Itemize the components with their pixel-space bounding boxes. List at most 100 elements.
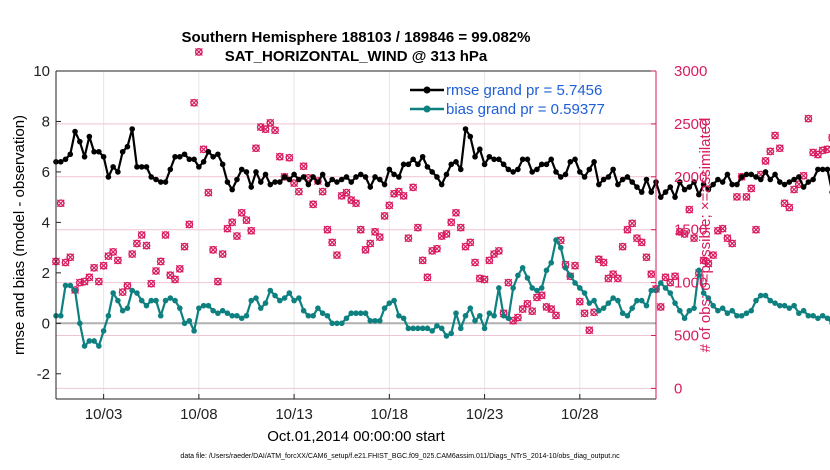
- rmse-series-point: [562, 171, 569, 178]
- bias-series-point: [396, 312, 402, 319]
- bias-series-point: [138, 297, 145, 304]
- obs-point: [161, 231, 170, 239]
- obs-point: [156, 257, 165, 266]
- rmse-series-point: [557, 174, 564, 180]
- y-right-tick-label: 1500: [674, 222, 707, 239]
- rmse-series-point: [610, 166, 616, 173]
- bias-series-point: [238, 315, 245, 322]
- bias-series-point: [762, 292, 769, 299]
- rmse-series-point: [596, 181, 602, 188]
- obs-point: [90, 263, 99, 272]
- rmse-series-point: [362, 174, 369, 180]
- rmse-series-point: [605, 174, 612, 180]
- bias-series-point: [700, 290, 707, 296]
- obs-point: [613, 274, 622, 283]
- bias-series-point: [424, 325, 431, 332]
- bias-series-point: [496, 285, 502, 291]
- obs-point: [418, 256, 427, 265]
- bias-series-point: [586, 300, 593, 306]
- bias-series-point: [219, 307, 226, 314]
- bias-series-point: [281, 295, 288, 301]
- obs-point: [190, 98, 199, 107]
- bias-series-point: [362, 310, 369, 317]
- rmse-series-point: [429, 169, 435, 175]
- bias-series-point: [205, 302, 212, 309]
- obs-point: [761, 157, 770, 165]
- obs-point: [747, 184, 756, 193]
- rmse-series-point: [772, 171, 778, 178]
- y-left-tick-label: 2: [42, 265, 50, 282]
- rmse-series-point: [534, 166, 540, 173]
- rmse-series-point: [129, 126, 135, 132]
- rmse-series-point: [705, 186, 712, 193]
- x-tick-label: 10/03: [85, 406, 123, 423]
- bias-series-point: [334, 320, 340, 327]
- obs-point: [523, 299, 532, 308]
- bias-series-point: [248, 297, 255, 304]
- obs-point: [285, 153, 294, 162]
- rmse-series-point: [138, 164, 145, 170]
- obs-point: [666, 278, 675, 287]
- rmse-series-point: [634, 184, 640, 190]
- rmse-series-point: [657, 194, 664, 200]
- rmse-series-point: [767, 176, 774, 183]
- obs-point: [733, 192, 741, 201]
- rmse-series-point: [662, 189, 669, 195]
- obs-point: [185, 220, 194, 229]
- obs-point: [366, 239, 375, 248]
- rmse-series-point: [643, 176, 650, 183]
- obs-point: [552, 311, 560, 320]
- obs-point: [447, 218, 456, 227]
- obs-point: [409, 183, 418, 192]
- rmse-series-point: [219, 161, 226, 168]
- obs-point: [671, 272, 679, 281]
- obs-point: [256, 123, 265, 132]
- rmse-series-point: [281, 174, 288, 180]
- bias-series-point: [329, 320, 335, 327]
- bias-series-point: [81, 343, 88, 349]
- obs-point: [513, 313, 522, 322]
- rmse-series-point: [296, 176, 302, 183]
- rmse-series-point: [581, 174, 588, 180]
- bias-series-point: [277, 297, 283, 304]
- rmse-series-point: [334, 179, 340, 185]
- rmse-series-point: [519, 156, 526, 163]
- bias-series-point: [529, 285, 535, 291]
- rmse-series-point: [248, 184, 255, 190]
- obs-point: [128, 250, 137, 258]
- bias-series-point: [243, 312, 250, 319]
- y-right-tick-label: 3000: [674, 63, 707, 80]
- bias-series-point: [572, 280, 578, 286]
- bias-series-point: [800, 307, 807, 314]
- bias-series-point: [324, 312, 331, 319]
- rmse-series-point: [481, 161, 488, 168]
- bias-series-point: [200, 302, 207, 309]
- rmse-series-point: [372, 174, 378, 180]
- rmse-series-point: [443, 171, 450, 178]
- obs-point: [785, 203, 794, 212]
- obs-point: [452, 208, 460, 217]
- bias-series-point: [500, 312, 507, 319]
- rmse-series-point: [710, 181, 716, 188]
- bias-series-point: [662, 285, 669, 291]
- obs-point: [442, 230, 451, 238]
- bias-series-point: [177, 305, 183, 311]
- rmse-series-point: [272, 179, 278, 185]
- obs-point: [571, 261, 579, 270]
- obs-point: [423, 273, 432, 282]
- obs-point: [766, 147, 775, 156]
- rmse-series-point: [115, 169, 121, 175]
- bias-series-point: [562, 265, 569, 271]
- obs-point: [299, 162, 308, 171]
- rmse-series-point: [691, 179, 697, 185]
- bias-series-point: [167, 295, 174, 301]
- y-right-tick-label: 500: [674, 328, 699, 345]
- rmse-series-point: [277, 179, 283, 185]
- rmse-series-point: [586, 166, 593, 173]
- bias-series-point: [634, 297, 640, 304]
- obs-point: [352, 199, 360, 208]
- y-left-tick-label: 4: [42, 214, 50, 231]
- bias-series-point: [796, 310, 802, 317]
- bias-series-point: [577, 285, 583, 291]
- bias-series-point: [781, 302, 788, 309]
